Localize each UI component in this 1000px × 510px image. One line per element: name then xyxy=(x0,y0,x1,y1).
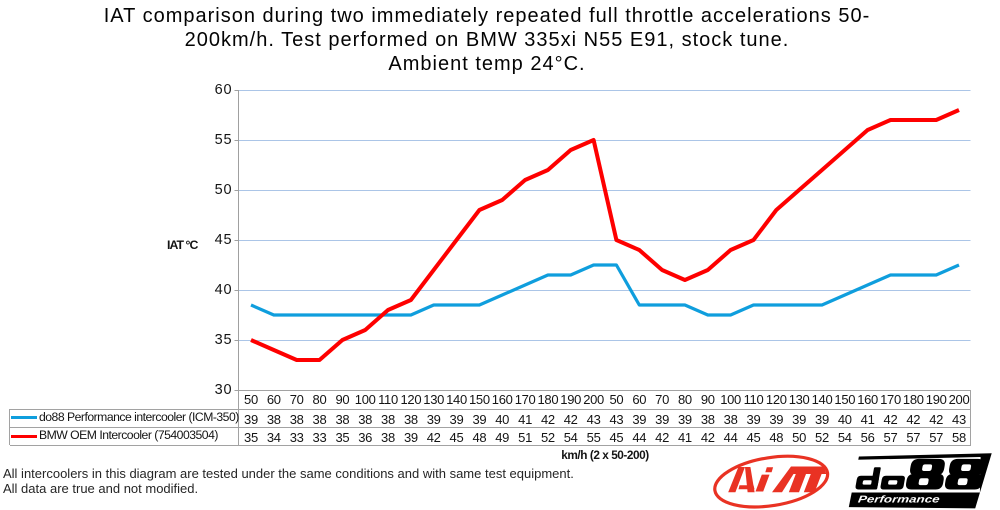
svg-text:Performance: Performance xyxy=(857,493,941,505)
